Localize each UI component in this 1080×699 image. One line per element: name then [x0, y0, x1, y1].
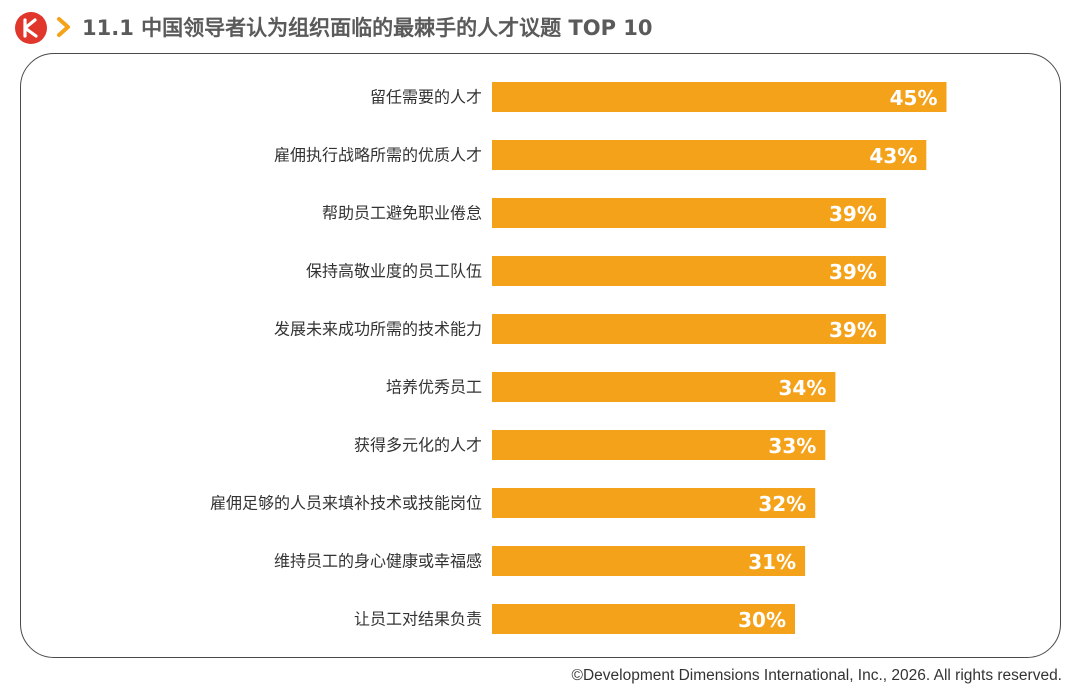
ddi-logo-icon — [15, 12, 47, 44]
category-label: 维持员工的身心健康或幸福感 — [274, 552, 482, 571]
chart-title: 11.1 中国领导者认为组织面临的最棘手的人才议题 TOP 10 — [82, 16, 653, 40]
bar — [492, 198, 886, 228]
copyright-notice: ©Development Dimensions International, I… — [571, 667, 1062, 684]
category-label: 雇佣足够的人员来填补技术或技能岗位 — [210, 494, 482, 513]
data-label: 32% — [758, 492, 806, 516]
bar — [492, 372, 836, 402]
chart-panel — [20, 53, 1061, 658]
category-label: 帮助员工避免职业倦怠 — [322, 204, 482, 223]
category-label: 留任需要的人才 — [370, 88, 482, 107]
category-label: 让员工对结果负责 — [354, 610, 482, 629]
data-label: 45% — [890, 86, 938, 110]
bar — [492, 430, 826, 460]
category-label: 培养优秀员工 — [386, 378, 482, 397]
data-label: 39% — [829, 318, 877, 342]
bar — [492, 82, 947, 112]
bar — [492, 140, 927, 170]
chevron-right-icon — [57, 17, 70, 37]
data-label: 39% — [829, 260, 877, 284]
data-label: 39% — [829, 202, 877, 226]
data-label: 43% — [869, 144, 917, 168]
category-label: 发展未来成功所需的技术能力 — [274, 320, 482, 339]
category-label: 获得多元化的人才 — [354, 436, 482, 455]
category-label: 雇佣执行战略所需的优质人才 — [274, 146, 482, 165]
data-label: 31% — [748, 550, 796, 574]
bar — [492, 488, 816, 518]
category-label: 保持高敬业度的员工队伍 — [306, 262, 482, 281]
data-label: 34% — [779, 376, 827, 400]
data-label: 30% — [738, 608, 786, 632]
bar — [492, 546, 806, 576]
bar — [492, 256, 886, 286]
data-label: 33% — [768, 434, 816, 458]
bar — [492, 314, 886, 344]
bar — [492, 604, 795, 634]
